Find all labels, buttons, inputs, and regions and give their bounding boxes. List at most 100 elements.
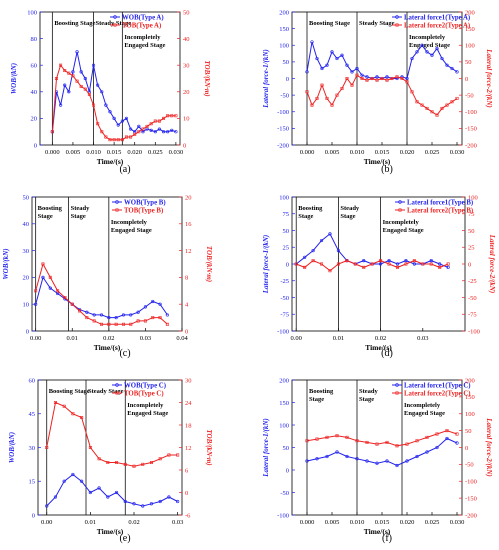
data-point — [45, 445, 49, 449]
data-point — [370, 262, 374, 266]
legend-label: Lateral force1(Type A) — [404, 14, 470, 21]
data-point — [325, 454, 329, 459]
x-tick-label: 0.02 — [128, 519, 139, 526]
data-point — [400, 77, 404, 81]
data-point — [405, 76, 409, 81]
data-point — [114, 490, 119, 495]
stage-label: Boosting — [309, 388, 334, 395]
data-point — [360, 77, 364, 81]
data-point — [390, 77, 394, 81]
y2-tick-label: 100 — [468, 194, 478, 201]
stage-label: Incompletely — [383, 219, 420, 226]
x-tick-label: 0.005 — [325, 149, 340, 156]
data-point — [385, 78, 389, 82]
data-point — [129, 135, 133, 139]
data-point — [350, 83, 354, 87]
data-point — [435, 113, 439, 117]
data-point — [71, 74, 75, 78]
data-point — [80, 415, 84, 419]
y-tick-label: 40 — [31, 89, 38, 96]
data-point — [375, 78, 379, 82]
y-tick-label: -100 — [277, 328, 289, 335]
data-point — [104, 135, 108, 139]
y2-tick-label: 30 — [185, 377, 192, 384]
y2-tick-label: -25 — [468, 278, 477, 285]
data-point — [63, 69, 67, 73]
stage-label: Boosting — [298, 205, 323, 212]
data-point — [445, 63, 449, 67]
data-point — [328, 232, 332, 236]
y2-tick-label: 200 — [465, 9, 475, 16]
data-point — [107, 316, 111, 320]
data-point — [170, 128, 174, 132]
x-tick-label: 0.000 — [300, 519, 315, 526]
data-point — [415, 439, 419, 443]
data-point — [355, 66, 359, 71]
x-tick-label: 0.03 — [140, 335, 151, 342]
data-point — [385, 459, 389, 463]
y-tick-label: 0 — [286, 261, 289, 268]
y-tick-label: 30 — [23, 248, 30, 255]
legend-label: Lateral force2(Type C) — [404, 390, 471, 397]
chart-panel-f: 0.000 0.005 0.010 0.015 0.020 0.025 0.030 Time/… — [262, 377, 493, 536]
y2-tick-label: 0 — [183, 142, 186, 149]
data-point — [129, 322, 133, 326]
data-point — [132, 464, 136, 468]
x-tick-label: 0.030 — [169, 149, 184, 156]
data-point — [79, 84, 83, 88]
data-point — [174, 130, 178, 134]
data-point — [450, 100, 454, 104]
data-point — [315, 437, 319, 441]
x-tick-label: 0.03 — [417, 335, 428, 342]
y2-tick-label: 25 — [468, 245, 475, 252]
data-point — [412, 262, 416, 266]
stage-label: Boosting Stage — [49, 388, 90, 395]
data-point — [108, 138, 112, 142]
y-axis-label: Lateral force-1/(kN) — [262, 235, 270, 295]
data-point — [335, 56, 339, 61]
data-point — [305, 90, 309, 94]
x-tick-label: 0.02 — [103, 335, 114, 342]
data-point — [91, 63, 96, 67]
legend-label: WOB(Type B) — [124, 199, 166, 206]
legend-marker — [395, 391, 399, 395]
data-point — [151, 316, 155, 320]
data-point — [48, 286, 52, 290]
y2-axis-label: TOB/(kN·m) — [205, 246, 213, 282]
data-point — [320, 262, 324, 266]
legend-marker — [395, 383, 399, 387]
data-point — [158, 316, 162, 320]
x-tick-label: 0.015 — [107, 149, 122, 156]
data-point — [365, 75, 369, 79]
stage-label: Boosting Stage — [309, 20, 350, 27]
caption-f: (f) — [382, 533, 392, 544]
data-point — [425, 435, 429, 439]
data-point — [345, 259, 349, 263]
y-tick-label: -50 — [280, 490, 289, 497]
x-tick-label: 0.015 — [375, 519, 390, 526]
stage-label: Incompletely — [124, 34, 161, 41]
data-point — [114, 322, 118, 326]
data-point — [158, 499, 162, 504]
series-line-2 — [306, 74, 458, 116]
legend-marker — [398, 200, 402, 204]
y-tick-label: 150 — [279, 26, 289, 33]
data-point — [100, 130, 104, 134]
legend-label: WOB(Type C) — [124, 382, 166, 389]
data-point — [340, 86, 344, 90]
legend-marker — [115, 200, 119, 204]
y-tick-label: 100 — [279, 422, 289, 429]
stage-label: Engaged Stage — [404, 410, 445, 417]
data-point — [96, 122, 100, 126]
y2-tick-label: 100 — [465, 411, 475, 418]
data-point — [149, 128, 153, 132]
y-tick-label: 200 — [279, 9, 289, 16]
data-point — [355, 439, 359, 443]
data-point — [445, 429, 449, 433]
data-point — [325, 435, 329, 439]
series-line-1 — [295, 233, 449, 268]
data-point — [141, 127, 145, 131]
y-tick-label: 60 — [31, 63, 38, 70]
data-point — [405, 459, 409, 463]
x-axis-label: Time/(s) — [364, 157, 391, 166]
